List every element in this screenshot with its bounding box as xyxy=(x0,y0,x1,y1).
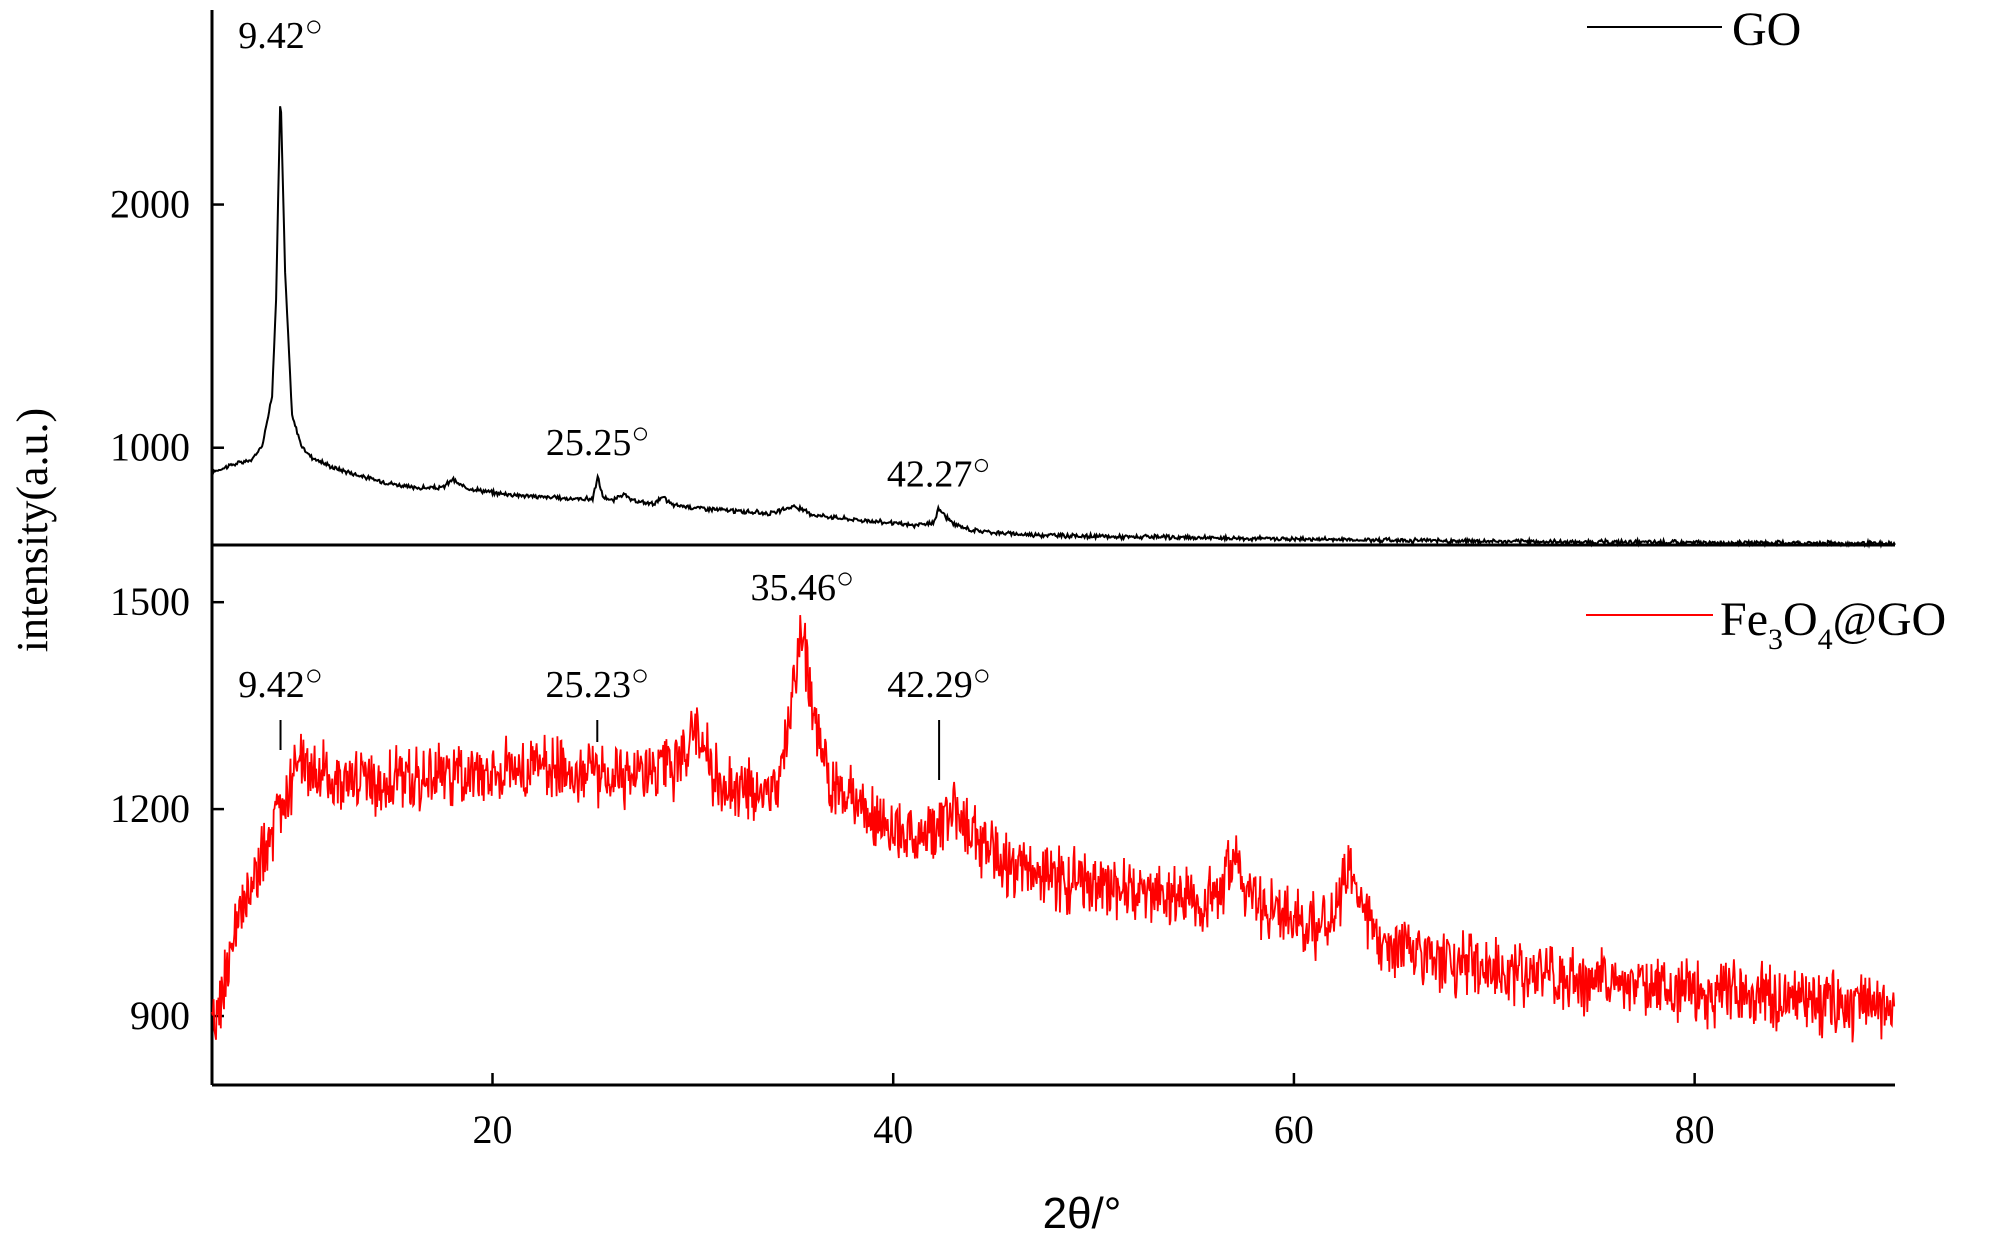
peak-annotation: 9.42○ xyxy=(238,10,323,57)
legend-fe3o4-go-label: Fe3O4@GO xyxy=(1720,593,1946,656)
axes: 20 40 60 80 1000 2000 900 1200 1500 xyxy=(110,10,1895,1152)
peak-annotation: 35.46○ xyxy=(750,562,854,609)
legend-go: GO xyxy=(1587,3,1801,56)
x-axis-title: 2θ/° xyxy=(1043,1189,1122,1237)
x-tick-label: 60 xyxy=(1274,1107,1314,1152)
y-tick-label: 1200 xyxy=(110,786,190,831)
x-tick-label: 20 xyxy=(473,1107,513,1152)
x-tick-label: 40 xyxy=(873,1107,913,1152)
legend-go-label: GO xyxy=(1732,3,1801,56)
y-tick-label: 900 xyxy=(130,993,190,1038)
peak-annotation: 9.42○ xyxy=(238,659,323,706)
y-tick-label: 1500 xyxy=(110,579,190,624)
peak-annotation: 25.25○ xyxy=(546,417,650,464)
peak-annotation: 42.27○ xyxy=(887,449,991,496)
peak-annotation: 42.29○ xyxy=(887,659,991,706)
y-axis-title: intensity(a.u.) xyxy=(8,408,57,652)
x-tick-label: 80 xyxy=(1675,1107,1715,1152)
y-tick-label: 2000 xyxy=(110,182,190,227)
legend-fe3o4-go: Fe3O4@GO xyxy=(1586,593,1946,656)
y-tick-label: 1000 xyxy=(110,425,190,470)
series-line-go xyxy=(211,106,1896,549)
peak-annotations: 9.42○ 25.25○ 42.27○ 9.42○ 25.23○ 35.46○ 42.29○ xyxy=(238,10,991,780)
series-line-fe3o4-go xyxy=(211,615,1896,1043)
peak-annotation: 25.23○ xyxy=(545,659,649,706)
